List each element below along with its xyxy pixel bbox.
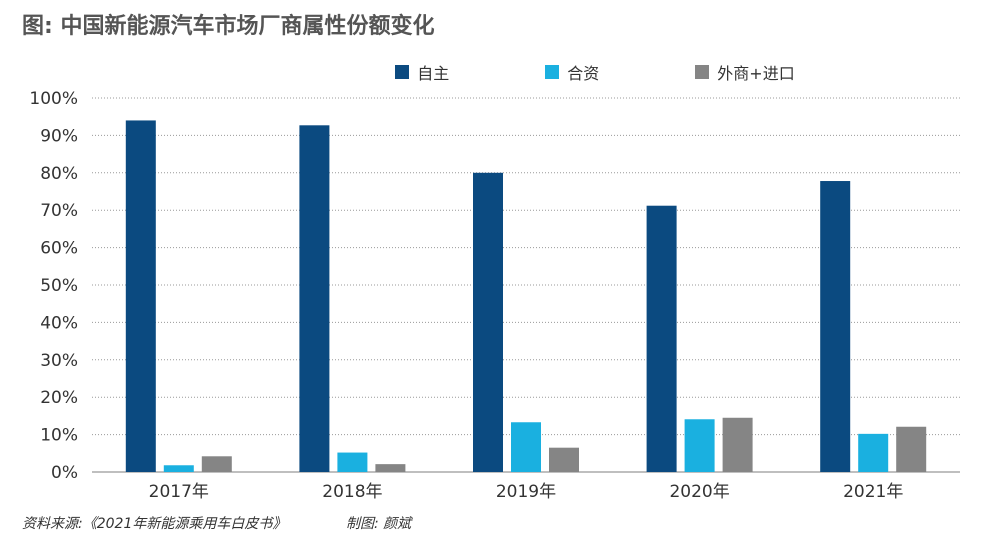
- bar-1-3: [684, 419, 715, 472]
- y-tick-label: 20%: [40, 388, 78, 408]
- y-tick-label: 70%: [40, 201, 78, 221]
- y-tick-label: 10%: [40, 426, 78, 446]
- y-tick-label: 60%: [40, 239, 78, 259]
- y-tick-label: 30%: [40, 351, 78, 371]
- x-tick-label: 2017年: [149, 482, 209, 502]
- bar-1-1: [337, 452, 368, 472]
- bar-0-1: [299, 125, 330, 472]
- bar-2-3: [722, 417, 753, 472]
- y-tick-label: 90%: [40, 126, 78, 146]
- source-note: 资料来源:《2021年新能源乘用车白皮书》: [22, 516, 287, 532]
- chart-title: 图: 中国新能源汽车市场厂商属性份额变化: [22, 14, 435, 39]
- x-tick-label: 2019年: [496, 482, 556, 502]
- y-tick-label: 50%: [40, 276, 78, 296]
- legend-label-hezi: 合资: [567, 64, 600, 83]
- bar-1-2: [511, 422, 541, 472]
- bar-0-3: [646, 205, 677, 472]
- bar-chart: 0% 10% 20% 30% 40% 50% 60% 70% 80% 90% 100% 2017年 20…: [29, 89, 960, 502]
- legend-swatch-waishang: [695, 65, 710, 79]
- y-tick-label: 80%: [40, 164, 78, 184]
- bar-0-0: [125, 120, 156, 472]
- legend: 自主 合资 外商+进口: [0, 60, 1000, 84]
- legend-item-zizhu: 自主: [205, 60, 449, 84]
- bar-2-2: [549, 447, 579, 472]
- credit-note: 制图: 颜斌: [346, 516, 412, 532]
- x-tick-label: 2020年: [669, 482, 729, 502]
- y-tick-label: 0%: [51, 463, 78, 483]
- y-tick-label: 40%: [40, 313, 78, 333]
- legend-item-waishang: 外商+进口: [635, 60, 795, 84]
- x-tick-label: 2018年: [322, 482, 382, 502]
- legend-swatch-zizhu: [395, 65, 410, 79]
- bar-1-4: [858, 433, 889, 472]
- legend-item-hezi: 合资: [485, 60, 599, 84]
- bar-0-2: [473, 172, 503, 473]
- bar-1-0: [163, 465, 194, 472]
- legend-label-waishang: 外商+进口: [717, 64, 795, 83]
- bar-0-4: [820, 181, 851, 472]
- bar-2-4: [896, 426, 927, 472]
- x-tick-label: 2021年: [843, 482, 903, 502]
- bar-2-0: [201, 456, 232, 472]
- y-tick-label: 100%: [29, 89, 78, 109]
- legend-swatch-hezi: [545, 65, 560, 79]
- legend-label-zizhu: 自主: [417, 64, 450, 83]
- bar-2-1: [375, 464, 406, 472]
